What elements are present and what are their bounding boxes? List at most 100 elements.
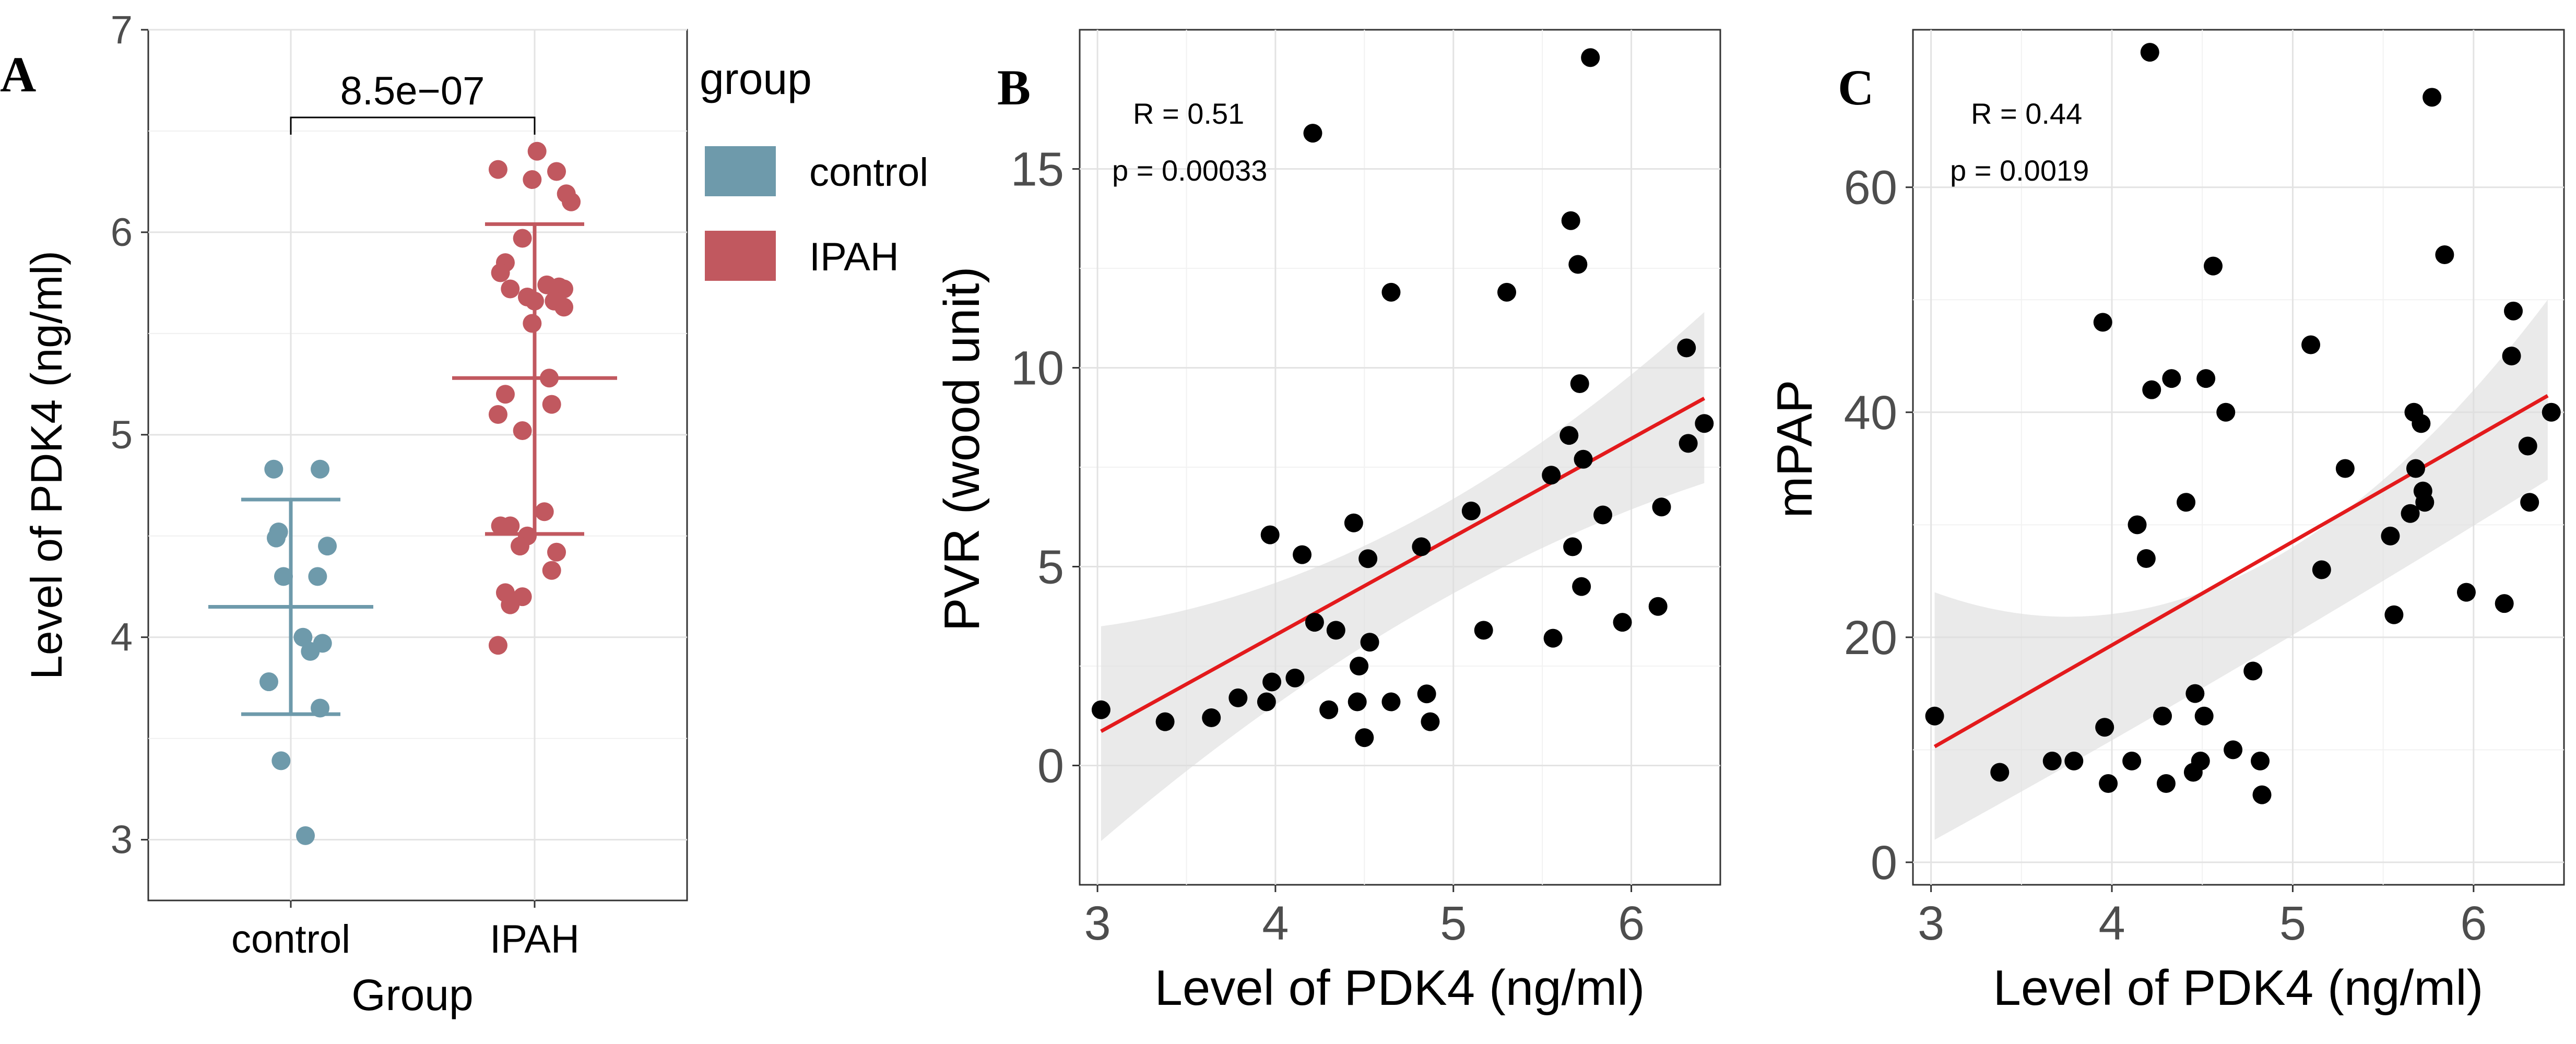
panel-a-point-ipah [488, 405, 507, 424]
panel-b-point [1155, 712, 1175, 731]
panel-c-x-axis-title: Level of PDK4 (ng/ml) [1993, 960, 2483, 1016]
panel-b-point [1568, 255, 1588, 274]
panel-b-stat-p: p = 0.00033 [1112, 154, 1267, 187]
panel-c-point [2423, 88, 2442, 107]
panel-b-point [1360, 633, 1379, 652]
panel-b-y-tick-label: 15 [1011, 143, 1064, 196]
panel-c-y-axis-title: mPAP [1767, 380, 1823, 518]
panel-b-x-tick-label: 4 [1262, 897, 1289, 950]
panel-b-point [1381, 692, 1401, 711]
panel-c-point [1925, 706, 1944, 726]
panel-a-point-control [259, 672, 278, 692]
panel-a-point-control [318, 537, 337, 556]
panel-c-regression-line [1933, 394, 2549, 749]
panel-c-point [2191, 751, 2210, 770]
panel-c-point [2384, 605, 2404, 624]
panel-b-point [1381, 282, 1401, 302]
panel-a-point-control [264, 459, 283, 479]
panel-letter-b: B [997, 60, 1031, 115]
significance-label: 8.5e−07 [340, 69, 485, 113]
panel-b-point [1348, 692, 1367, 711]
panel-c-point [2542, 402, 2561, 422]
panel-c-point [1990, 763, 2010, 782]
panel-a-point-control [293, 627, 313, 647]
panel-c-x-tick-label: 3 [1918, 897, 1944, 950]
panel-a-point-control [266, 528, 286, 548]
panel-c-point [2412, 414, 2431, 433]
panel-a-point-control [274, 567, 293, 586]
panel-b-y-axis-title: PVR (wood unit) [934, 267, 990, 632]
panel-b-x-tick-label: 6 [1618, 897, 1645, 950]
panel-a-point-control [301, 642, 320, 661]
panel-c-point [2251, 751, 2270, 770]
panel-b-point [1570, 374, 1589, 394]
panel-a-y-tick-label: 4 [111, 615, 133, 660]
panel-b-point [1559, 426, 1579, 445]
panel-b-point [1350, 656, 1369, 675]
panel-b-confidence-band [1101, 312, 1705, 841]
panel-c-y-ticks: 0 20 40 60 [1844, 161, 1913, 889]
panel-b-regression [1100, 312, 1706, 841]
panel-c-x-ticks: 3 4 5 6 [1918, 885, 2487, 950]
panel-b-point [1421, 712, 1440, 731]
panel-a: 3 4 5 6 7 control IPAH 8.5e−07 Group Level of… [22, 8, 928, 1019]
panel-c: 0 20 40 60 3 4 5 6 R = 0.44 p = 0.0019 Level o… [1767, 29, 2565, 1016]
panel-b-point [1202, 708, 1221, 728]
panel-c-point [2312, 560, 2331, 579]
panel-letter-a: A [0, 46, 36, 102]
panel-c-regression [1933, 300, 2549, 840]
panel-c-stat-r: R = 0.44 [1971, 97, 2082, 130]
panel-c-point [2099, 774, 2118, 793]
panel-c-x-tick-label: 6 [2460, 897, 2487, 950]
panel-a-point-ipah [554, 298, 574, 317]
panel-c-point [2140, 43, 2159, 62]
panel-b-point [1497, 282, 1516, 302]
panel-b-point [1461, 501, 1481, 520]
panel-c-point [2252, 785, 2272, 804]
panel-b-stat-r: R = 0.51 [1133, 97, 1244, 130]
panel-b-point [1574, 449, 1593, 469]
panel-c-stat-p: p = 0.0019 [1950, 154, 2089, 187]
panel-b-point [1543, 628, 1563, 648]
panel-b-points [1091, 48, 1714, 748]
panel-b-y-tick-label: 5 [1037, 541, 1064, 594]
panel-b-point [1677, 338, 1696, 358]
legend-swatch-control [705, 146, 776, 196]
panel-a-point-ipah [501, 595, 520, 614]
panel-b-x-tick-label: 5 [1440, 897, 1467, 950]
panel-c-point [2406, 459, 2425, 478]
panel-b-point [1091, 700, 1110, 719]
panel-c-points [1925, 43, 2561, 804]
panel-c-point [2224, 740, 2243, 760]
panel-b-point [1572, 577, 1591, 596]
panel-a-errorbars [208, 222, 617, 716]
panel-a-y-tick-label: 5 [111, 413, 133, 457]
panel-c-point [2495, 594, 2514, 613]
panel-b-y-tick-label: 0 [1037, 739, 1064, 792]
panel-a-y-axis-title: Level of PDK4 (ng/ml) [22, 251, 71, 680]
panel-b-point [1262, 672, 1282, 692]
panel-b-point [1326, 621, 1345, 640]
panel-c-confidence-band [1934, 300, 2548, 840]
panel-a-point-control [296, 826, 315, 845]
legend-swatch-ipah [705, 231, 776, 281]
panel-c-point [2162, 369, 2181, 388]
panel-a-y-tick-label: 3 [111, 818, 133, 862]
legend-label-ipah: IPAH [809, 235, 899, 279]
panel-a-point-ipah [542, 561, 561, 580]
panel-a-point-ipah [547, 162, 566, 181]
panel-b-point [1293, 545, 1312, 564]
panel-b-point [1652, 497, 1671, 517]
panel-a-point-ipah [513, 229, 532, 248]
panel-c-point [2243, 661, 2263, 681]
panel-a-y-tick-label: 6 [111, 210, 133, 255]
panel-letter-c: C [1838, 60, 1874, 115]
panel-c-point [2435, 245, 2454, 265]
panel-c-y-tick-label: 60 [1844, 161, 1897, 215]
panel-c-point [2194, 706, 2214, 726]
panel-c-point [2401, 504, 2420, 523]
panel-b-point [1303, 124, 1322, 143]
panel-a-x-tick-label: IPAH [490, 917, 580, 962]
panel-c-point [2042, 751, 2062, 770]
panel-b-point [1613, 613, 1632, 632]
